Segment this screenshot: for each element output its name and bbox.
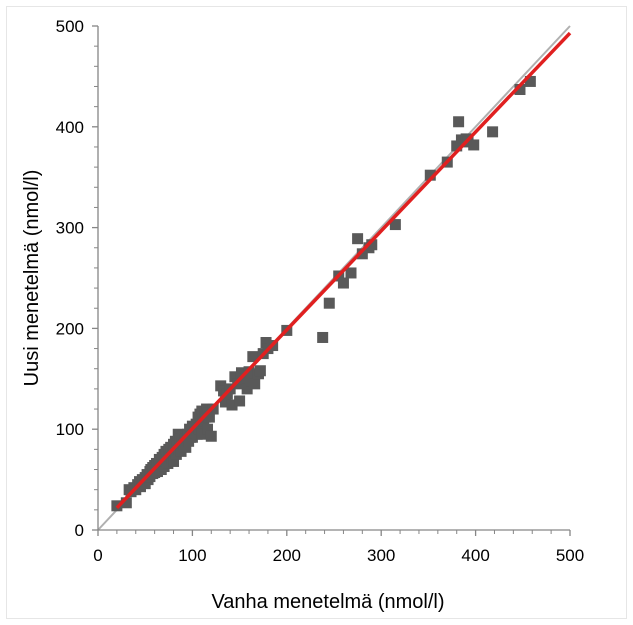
data-point	[249, 378, 261, 390]
data-point	[234, 395, 246, 407]
data-point	[254, 365, 266, 377]
y-tick-label: 200	[56, 319, 84, 338]
data-point	[203, 411, 215, 423]
y-axis-title: Uusi menetelmä (nmol/l)	[21, 170, 43, 387]
y-tick-label: 100	[56, 420, 84, 439]
x-axis-title: Vanha menetelmä (nmol/l)	[211, 591, 444, 613]
data-point	[345, 267, 357, 279]
data-point	[487, 126, 499, 138]
data-point	[180, 441, 192, 453]
data-point	[196, 428, 208, 440]
data-point	[453, 116, 465, 128]
data-point	[323, 297, 335, 309]
data-point	[389, 219, 401, 231]
axes-layer	[97, 26, 570, 531]
points-layer	[111, 31, 572, 512]
data-point	[366, 239, 378, 251]
data-point	[241, 383, 253, 395]
ticks-layer: 0 100 200 300 400 500 0 100 200 300 400 500	[56, 17, 585, 565]
data-point	[238, 373, 250, 385]
y-tick-label: 500	[56, 17, 84, 36]
y-tick-label: 400	[56, 118, 84, 137]
data-point	[524, 75, 536, 87]
data-point	[219, 396, 231, 408]
data-point	[468, 139, 480, 151]
regression-line	[115, 31, 572, 510]
data-point	[451, 140, 463, 152]
y-tick-label: 0	[75, 521, 84, 540]
x-tick-label: 500	[556, 546, 584, 565]
data-point	[352, 233, 364, 245]
data-point	[356, 248, 368, 260]
data-point	[235, 367, 247, 379]
x-tick-label: 0	[93, 546, 102, 565]
x-tick-label: 200	[273, 546, 301, 565]
data-point	[424, 169, 436, 181]
data-point	[205, 430, 217, 442]
y-tick-label: 300	[56, 219, 84, 238]
x-tick-label: 300	[367, 546, 395, 565]
data-point	[247, 351, 259, 363]
data-point	[260, 337, 272, 349]
x-tick-label: 100	[178, 546, 206, 565]
x-tick-label: 400	[461, 546, 489, 565]
data-point	[226, 399, 238, 411]
scatter-chart: 0 100 200 300 400 500 0 100 200 300 400 500 Vanha m…	[21, 17, 585, 613]
data-point	[202, 423, 214, 435]
chart-frame: 0 100 200 300 400 500 0 100 200 300 400 500 Vanha m…	[6, 6, 627, 619]
data-point	[317, 331, 329, 343]
data-point	[229, 371, 241, 383]
data-point	[120, 497, 132, 509]
data-point	[168, 455, 180, 467]
data-point	[232, 378, 244, 390]
data-point	[337, 277, 349, 289]
data-point	[514, 84, 526, 96]
